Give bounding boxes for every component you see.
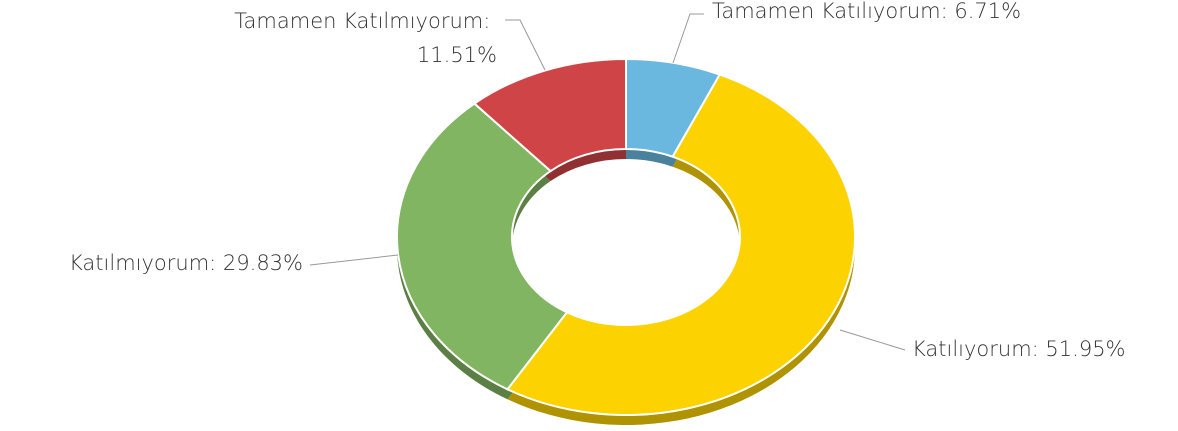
leader-line	[672, 13, 704, 64]
leader-line	[839, 329, 906, 351]
data-label: Tamamen Katılıyorum: 6.71%	[712, 0, 1021, 23]
label-line: Tamamen Katılmıyorum:	[234, 9, 497, 33]
data-label: Tamamen Katılmıyorum: 11.51%	[234, 9, 497, 67]
data-label: Katılmıyorum: 29.83%	[69, 251, 303, 275]
slice	[472, 57, 627, 173]
label-line: 11.51%	[417, 43, 497, 67]
slice	[505, 73, 856, 417]
slice	[396, 102, 569, 391]
leader-line	[309, 254, 399, 266]
data-label: Katılıyorum: 51.95%	[912, 337, 1126, 361]
leader-line	[505, 19, 546, 71]
